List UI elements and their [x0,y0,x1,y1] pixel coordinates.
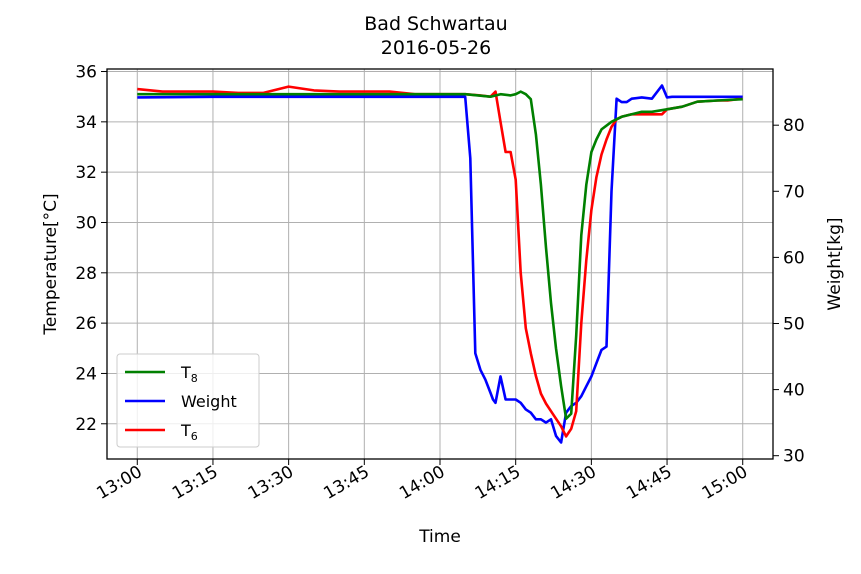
right-tick-label: 70 [783,182,805,202]
x-tick-label: 13:30 [245,462,297,504]
x-tick-label: 13:45 [320,462,372,504]
left-tick-label: 26 [75,314,97,334]
right-tick-label: 40 [783,381,805,401]
series-lines [137,84,743,444]
legend: T8 Weight T6 [116,353,260,448]
x-tick-label: 14:30 [547,462,599,504]
legend-box [116,353,260,448]
right-tick-label: 50 [783,314,805,334]
left-tick-label: 30 [75,213,97,233]
left-axis-label: Temperature[°C] [41,193,61,335]
right-tick-label: 30 [783,447,805,467]
legend-label-t8: T8 [180,363,198,385]
left-tick-label: 32 [75,163,97,183]
left-tick-label: 34 [75,113,97,133]
x-axis-label: Time [418,527,461,547]
x-tick-label: 13:00 [93,462,145,504]
series-line-t8 [137,90,743,421]
chart-subtitle: 2016-05-26 [381,37,491,59]
series-line-weight [137,84,743,444]
left-tick-label: 24 [75,364,97,384]
x-axis-ticks: 13:00 13:15 13:30 13:45 14:00 14:15 14:30 14:45… [93,459,751,504]
series-line-t6 [137,85,743,438]
x-tick-label: 14:15 [472,462,524,504]
legend-label-weight: Weight [181,392,237,411]
right-tick-label: 60 [783,248,805,268]
right-axis-label: Weight[kg] [825,217,845,310]
chart-title: Bad Schwartau [364,13,507,35]
left-tick-label: 22 [75,415,97,435]
x-tick-label: 13:15 [169,462,221,504]
right-axis-ticks: 30 40 50 60 70 80 [773,116,805,467]
left-tick-label: 28 [75,264,97,284]
x-tick-label: 15:00 [699,462,751,504]
x-tick-label: 14:45 [623,462,675,504]
right-tick-label: 80 [783,116,805,136]
x-tick-label: 14:00 [396,462,448,504]
legend-label-t6: T6 [180,421,198,443]
left-axis-ticks: 22 24 26 28 30 32 34 36 [75,63,107,435]
left-tick-label: 36 [75,63,97,83]
